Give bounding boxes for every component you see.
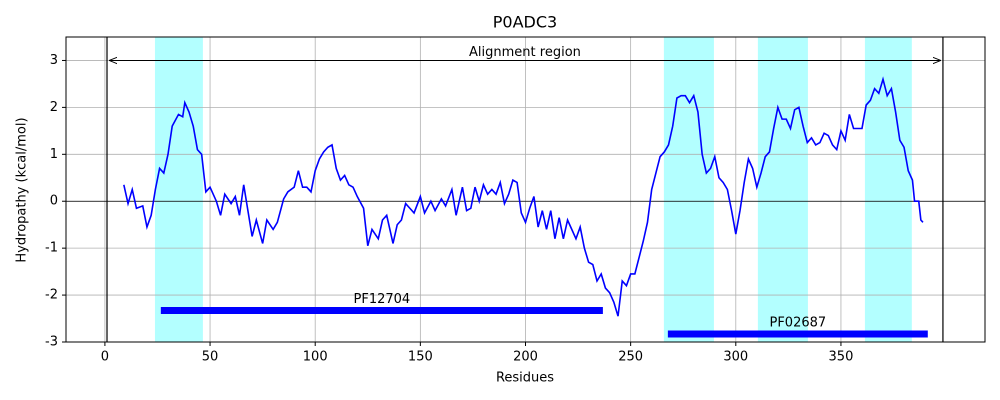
y-tick-label: -1 — [45, 241, 58, 256]
x-tick-label: 300 — [723, 350, 748, 365]
x-axis-label: Residues — [496, 371, 554, 386]
tm-span — [154, 37, 203, 342]
domain-label: PF02687 — [769, 316, 826, 331]
y-tick-label: -2 — [45, 288, 58, 303]
y-tick-label: 0 — [50, 194, 58, 209]
domain-label: PF12704 — [354, 292, 411, 307]
chart-title: P0ADC3 — [493, 13, 557, 32]
tm-span — [864, 37, 912, 342]
x-tick-label: 50 — [202, 350, 219, 365]
x-tick-label: 0 — [101, 350, 109, 365]
x-tick-label: 150 — [408, 350, 433, 365]
y-tick-label: 2 — [50, 100, 58, 115]
tm-span — [757, 37, 808, 342]
y-axis-label: Hydropathy (kcal/mol) — [15, 117, 30, 262]
hydropathy-line — [123, 76, 924, 317]
annotation-label: Alignment region — [469, 45, 581, 60]
tm-span — [663, 37, 714, 342]
x-tick-label: 100 — [303, 350, 328, 365]
x-tick-label: 250 — [618, 350, 643, 365]
x-tick-label: 350 — [829, 350, 854, 365]
x-tick-label: 200 — [513, 350, 538, 365]
y-tick-label: 1 — [50, 147, 58, 162]
y-tick-label: 3 — [50, 53, 58, 68]
y-tick-label: -3 — [45, 335, 58, 350]
